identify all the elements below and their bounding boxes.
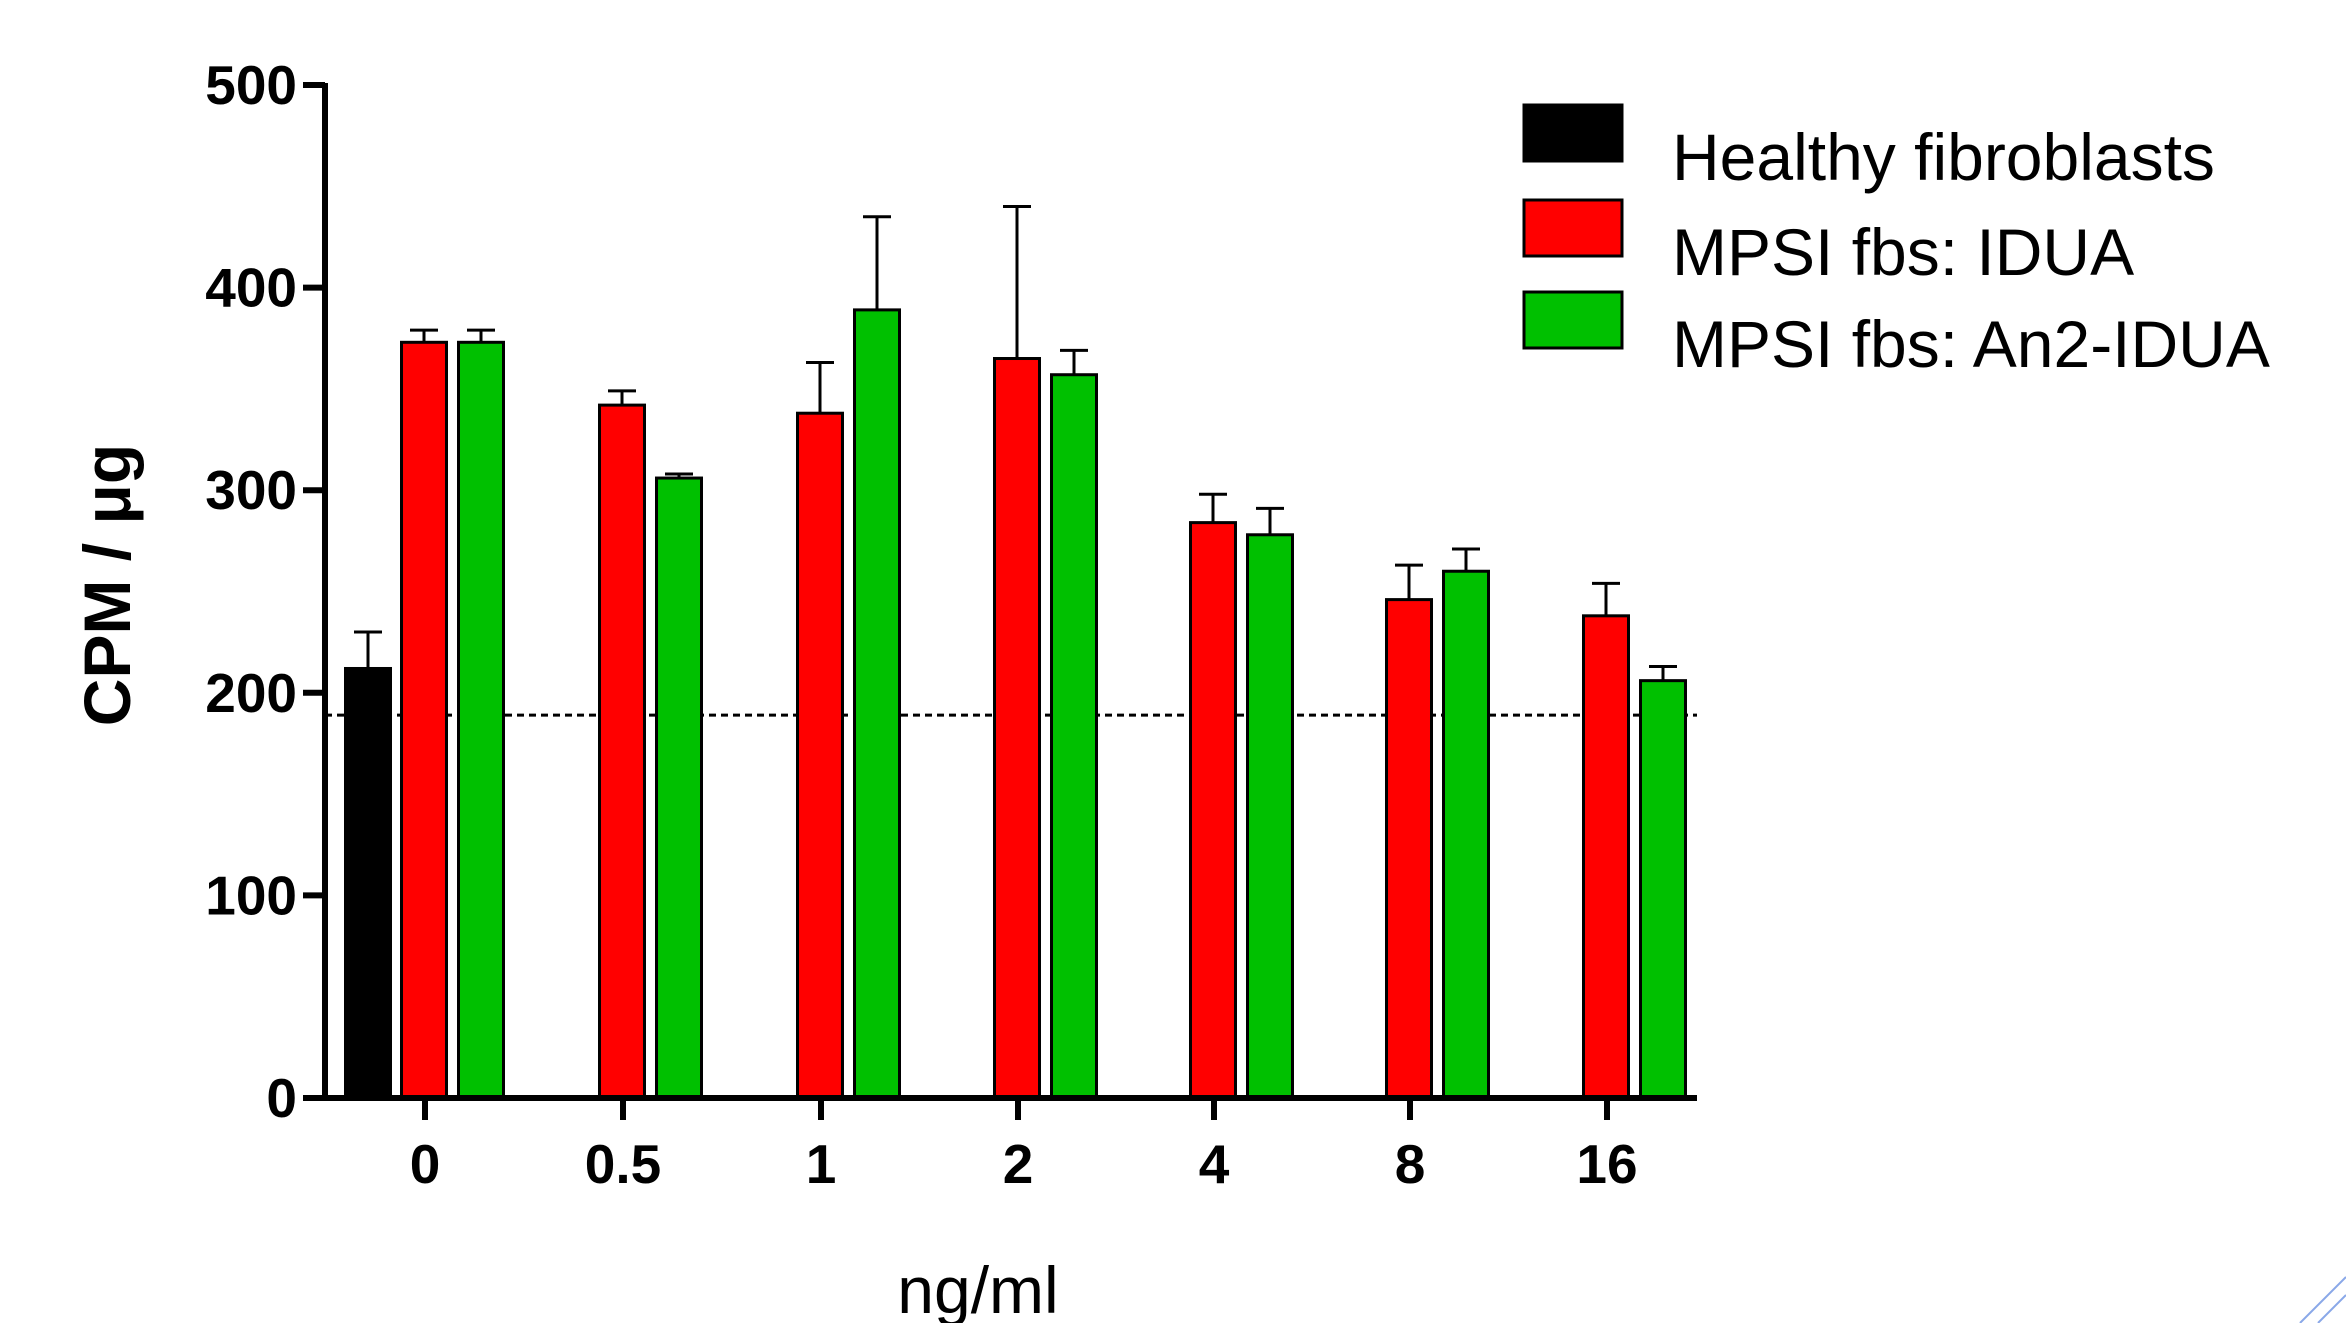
bars-layer bbox=[344, 205, 1687, 1100]
axes-layer: 0 100 200 300 400 500 0 0.5 1 2 4 8 16 bbox=[205, 54, 1697, 1195]
legend-swatch bbox=[1522, 103, 1624, 163]
bar bbox=[457, 340, 505, 1100]
bar bbox=[655, 476, 703, 1100]
y-tick-label: 400 bbox=[205, 257, 297, 319]
bar bbox=[993, 357, 1041, 1100]
y-tick-label: 0 bbox=[266, 1067, 297, 1129]
legend-swatch bbox=[1522, 198, 1624, 258]
legend-label: MPSI fbs: IDUA bbox=[1672, 215, 2134, 289]
x-tick-label: 16 bbox=[1576, 1133, 1637, 1195]
corner-decoration bbox=[2299, 1276, 2346, 1323]
bar bbox=[344, 666, 392, 1100]
legend-label: Healthy fibroblasts bbox=[1672, 120, 2215, 194]
bar bbox=[853, 308, 901, 1100]
legend-label: MPSI fbs: An2-IDUA bbox=[1672, 307, 2270, 381]
bar bbox=[1189, 521, 1237, 1100]
legend: Healthy fibroblasts MPSI fbs: IDUA MPSI fb… bbox=[1522, 103, 2270, 381]
bar bbox=[1639, 679, 1687, 1100]
x-tick-label: 8 bbox=[1395, 1133, 1426, 1195]
x-tick-label: 4 bbox=[1199, 1133, 1230, 1195]
legend-swatch bbox=[1522, 290, 1624, 350]
bar bbox=[1442, 569, 1490, 1100]
y-tick-label: 100 bbox=[205, 864, 297, 926]
bar bbox=[1050, 373, 1098, 1100]
y-tick-label: 200 bbox=[205, 662, 297, 724]
bar bbox=[598, 403, 646, 1100]
bar bbox=[400, 340, 448, 1100]
bar bbox=[1246, 533, 1294, 1100]
x-tick-label: 2 bbox=[1003, 1133, 1034, 1195]
bar bbox=[1582, 614, 1630, 1100]
y-tick-label: 500 bbox=[205, 54, 297, 116]
y-axis-title: CPM / μg bbox=[70, 444, 144, 726]
x-axis-title: ng/ml bbox=[897, 1253, 1058, 1323]
x-tick-label: 1 bbox=[806, 1133, 837, 1195]
bar bbox=[796, 411, 844, 1100]
x-tick-label: 0.5 bbox=[585, 1133, 661, 1195]
bar bbox=[1385, 598, 1433, 1100]
y-tick-label: 300 bbox=[205, 459, 297, 521]
x-tick-label: 0 bbox=[410, 1133, 441, 1195]
